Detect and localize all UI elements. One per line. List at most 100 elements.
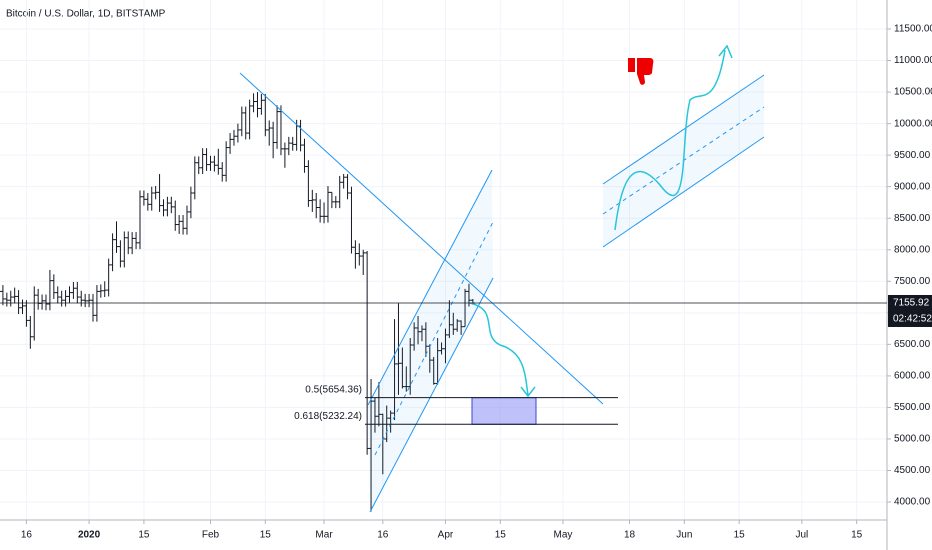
ohlc-bar [0, 290, 1, 292]
y-tick-label: 8000.00 [894, 244, 931, 255]
ohlc-bar [275, 105, 280, 149]
ohlc-bar [196, 156, 201, 175]
ohlc-bar [235, 123, 240, 143]
x-tick-label: Jul [795, 530, 808, 541]
ohlc-bar [376, 382, 381, 427]
ohlc-bar [349, 186, 354, 254]
ohlc-bar [408, 338, 413, 395]
icon-part [637, 58, 654, 85]
drawings [239, 44, 765, 513]
x-tick-label: 15 [260, 530, 272, 541]
channel-line [602, 74, 765, 185]
ohlc-bar [4, 292, 9, 307]
thumbs-down-icon [628, 58, 654, 85]
ohlc-bar [114, 221, 119, 253]
ohlc-bar [463, 288, 468, 328]
ohlc-bar [16, 290, 21, 315]
channel-line [367, 169, 493, 406]
ohlc-bar [169, 196, 174, 214]
ohlc-bar [153, 186, 158, 200]
ohlc-bar [192, 156, 197, 200]
ohlc-bar [55, 286, 60, 304]
ohlc-bar [87, 293, 92, 308]
ohlc-bar [314, 192, 319, 219]
ohlc-bar [118, 240, 123, 268]
ohlc-bar [267, 120, 272, 146]
y-tick-label: 10500.00 [894, 87, 932, 98]
ohlc-bar [388, 410, 393, 433]
ohlc-bar [231, 129, 236, 146]
ohlc-bar [416, 315, 421, 345]
ohlc-bar [43, 294, 48, 311]
arrow-path [469, 302, 529, 396]
ohlc-bar [126, 231, 131, 255]
x-tick-label: Jun [676, 530, 692, 541]
ohlc-bar [451, 312, 456, 335]
ohlc-bar [157, 174, 162, 212]
ohlc-bar [20, 299, 25, 315]
ohlc-bar [353, 240, 358, 269]
ohlc-bar [28, 315, 33, 349]
ohlc-bar [361, 249, 366, 275]
ohlc-bar [40, 294, 45, 310]
last-price-label: 7155.92 [893, 298, 930, 309]
y-tick-label: 11000.00 [894, 55, 932, 66]
ohlc-bar [137, 190, 142, 250]
ohlc-bar [102, 281, 107, 298]
target-box [471, 397, 537, 425]
ohlc-bar [110, 233, 115, 272]
countdown-label: 02:42:52 [893, 314, 932, 325]
channel-fill [368, 170, 493, 512]
x-tick-label: 18 [624, 530, 636, 541]
ohlc-bar [447, 300, 452, 339]
ohlc-bar [290, 136, 295, 151]
ohlc-bar [431, 356, 436, 385]
ohlc-bar [255, 92, 260, 118]
ohlc-bar [337, 175, 342, 209]
chart-title: Bitcoin / U.S. Dollar, 1D, BITSTAMP [6, 9, 166, 20]
ohlc-bar [36, 288, 41, 310]
ohlc-bar [459, 320, 464, 335]
arrow-head [718, 44, 733, 59]
ohlc-bar [220, 162, 225, 182]
arrow-head [520, 386, 536, 398]
ohlc-bar [212, 155, 217, 172]
ohlc-bar [75, 281, 80, 304]
ohlc-bar [130, 232, 135, 255]
ohlc-bar [251, 93, 256, 113]
ohlc-bar [51, 274, 56, 299]
channel-mid [374, 221, 494, 456]
ohlc-bar [439, 342, 444, 355]
ohlc-bar [216, 148, 221, 175]
ohlc-bar [177, 215, 182, 234]
y-tick-label: 4500.00 [894, 465, 931, 476]
ohlc-bar [372, 397, 377, 433]
ohlc-bar [184, 205, 189, 235]
ohlc-bar [271, 121, 276, 159]
ohlc-bar [0, 285, 5, 306]
price-box [888, 294, 932, 311]
ohlc-bar [47, 269, 52, 311]
x-tick-label: 15 [138, 530, 150, 541]
ohlc-bar [302, 138, 307, 173]
grid [0, 0, 887, 520]
ohlc-bar [12, 287, 17, 304]
ohlc-bar [318, 199, 323, 223]
ohlc-bar [455, 319, 460, 332]
ohlc-bar [357, 243, 362, 266]
ohlc-bar [243, 106, 248, 140]
y-tick-label: 5500.00 [894, 402, 931, 413]
ohlc-bar [443, 328, 448, 364]
ohlc-bar [188, 186, 193, 219]
trend-line [239, 72, 604, 405]
ohlc-bar [8, 290, 13, 307]
ohlc-bar [181, 215, 186, 235]
ohlc-bar [396, 303, 401, 395]
x-tick-label: 15 [734, 530, 746, 541]
ohlc-bar [369, 379, 374, 512]
x-tick-label: Mar [315, 530, 333, 541]
countdown-box [888, 310, 932, 327]
bars [0, 92, 475, 512]
y-tick-label: 9500.00 [894, 150, 931, 161]
ohlc-bar [282, 142, 287, 168]
